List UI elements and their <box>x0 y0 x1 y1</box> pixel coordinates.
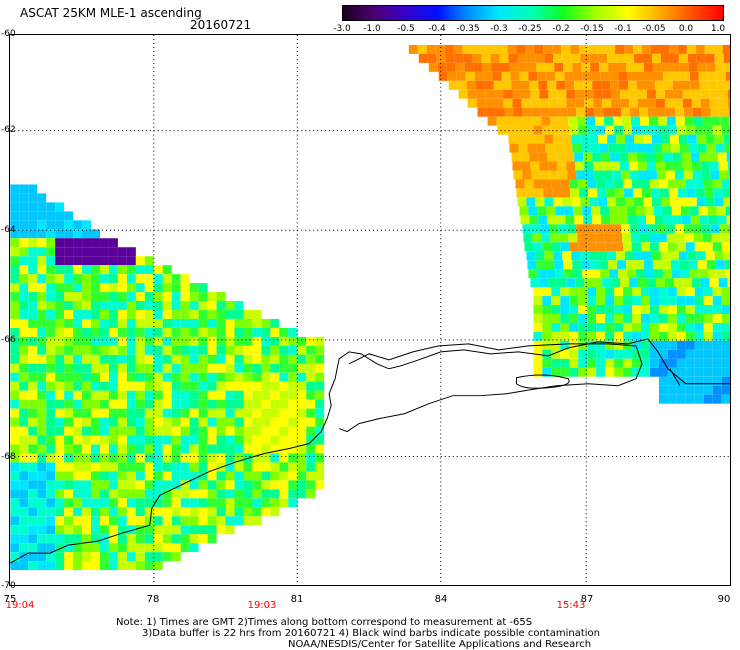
coast-spur <box>669 368 681 386</box>
longitude-label: 84 <box>434 594 448 605</box>
wind-swaths <box>10 44 730 571</box>
time-label: 19:04 <box>5 600 35 611</box>
latitude-label: -68 <box>1 452 16 462</box>
colorbar <box>342 5 724 21</box>
latitude-label: -60 <box>1 29 16 39</box>
latitude-label: -64 <box>1 225 16 235</box>
antarctic-coastline <box>10 338 730 564</box>
colorbar-label: -3.0 <box>333 24 351 34</box>
colorbar-label: -0.3 <box>490 24 508 34</box>
latitude-label: -66 <box>1 335 16 345</box>
latitude-label: -70 <box>1 581 16 591</box>
ice-rise <box>515 374 570 389</box>
colorbar-label: 0.0 <box>678 24 694 34</box>
footnote-line-1: Note: 1) Times are GMT 2)Times along bot… <box>116 617 533 628</box>
longitude-label: 81 <box>290 594 304 605</box>
colorbar-label: -0.1 <box>614 24 632 34</box>
inland-contour <box>338 343 643 433</box>
time-label: 15:43 <box>556 600 586 611</box>
longitude-label: 78 <box>146 594 160 605</box>
colorbar-label: -0.15 <box>580 24 604 34</box>
colorbar-label: -0.05 <box>642 24 666 34</box>
time-label: 19:03 <box>247 600 277 611</box>
colorbar-label: 1.0 <box>710 24 726 34</box>
map-title: ASCAT 25KM MLE-1 ascending <box>20 6 202 20</box>
longitude-label: 75 <box>3 594 17 605</box>
colorbar-label: -0.25 <box>518 24 542 34</box>
coastline <box>10 338 730 564</box>
map-date: 20160721 <box>190 18 252 32</box>
map-panel <box>9 34 731 586</box>
footnote-line-2: 3)Data buffer is 22 hrs from 20160721 4)… <box>142 628 600 639</box>
graticule <box>10 35 730 585</box>
longitude-label: 90 <box>717 594 731 605</box>
colorbar-label: -0.35 <box>456 24 480 34</box>
longitude-label: 87 <box>580 594 594 605</box>
footnote-credit: NOAA/NESDIS/Center for Satellite Applica… <box>288 639 592 650</box>
colorbar-label: -1.0 <box>363 24 381 34</box>
colorbar-label: -0.2 <box>552 24 570 34</box>
latitude-label: -62 <box>1 125 16 135</box>
colorbar-label: -0.4 <box>428 24 446 34</box>
colorbar-label: -0.5 <box>397 24 415 34</box>
